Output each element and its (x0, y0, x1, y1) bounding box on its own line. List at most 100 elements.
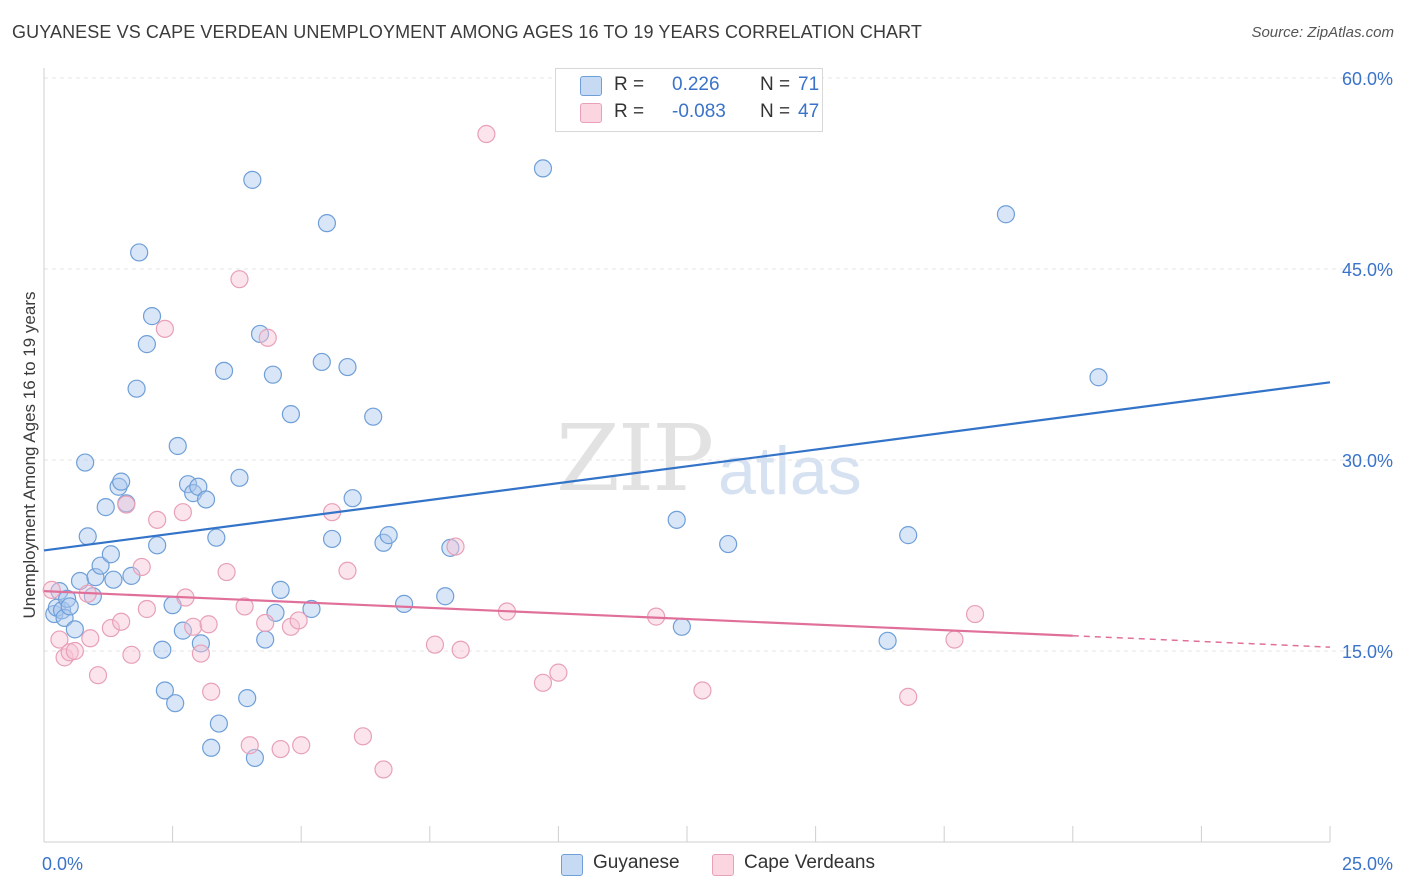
guyanese-point (148, 536, 167, 555)
y-tick-label: 60.0% (1342, 69, 1393, 89)
guyanese-point (312, 352, 331, 372)
guyanese-point (96, 498, 115, 517)
chart-title: GUYANESE VS CAPE VERDEAN UNEMPLOYMENT AM… (12, 22, 923, 42)
cape-verdean-point (292, 736, 311, 755)
guyanese-point (230, 468, 249, 487)
cape-verdean-point (477, 124, 496, 144)
cape-verdean-point (899, 687, 918, 706)
cape-verdean-point (217, 562, 236, 582)
guyanese-point (153, 640, 172, 659)
cape-verdean-trend-extension (1072, 634, 1331, 648)
cape-verdean-point (55, 648, 74, 667)
guyanese-point (173, 621, 192, 640)
cape-verdean-point (256, 613, 275, 633)
cape-verdean-point (258, 328, 277, 347)
legend-label-guyanese: Guyanese (593, 852, 680, 873)
guyanese-point (101, 545, 120, 564)
cape-verdean-point (191, 644, 210, 663)
guyanese-point (86, 568, 105, 587)
guyanese-point (322, 529, 342, 549)
guyanese-point (65, 620, 84, 639)
guyanese-point (166, 694, 185, 713)
cape-verdean-trend-line (43, 590, 1073, 637)
guyanese-point (243, 170, 262, 189)
guyanese-point (202, 738, 221, 757)
guyanese-point (394, 594, 414, 613)
guyanese-point (996, 205, 1016, 224)
guyanese-point (137, 335, 156, 354)
guyanese-point (317, 214, 337, 233)
cape-verdean-point (202, 682, 221, 701)
x-tick-label: 0.0% (42, 854, 83, 874)
cape-verdean-point (122, 645, 141, 664)
watermark-zip: ZIP (556, 405, 714, 512)
guyanese-point (209, 714, 228, 733)
guyanese-point (207, 528, 226, 547)
legend-r-label: R = (614, 74, 645, 95)
legend-r-value: 0.226 (672, 74, 720, 95)
guyanese-point (343, 489, 362, 508)
cape-verdean-point (184, 617, 203, 636)
cape-verdean-point (338, 561, 357, 580)
guyanese-point (672, 617, 691, 636)
guyanese-point (76, 453, 95, 472)
guyanese-point (214, 361, 234, 380)
guyanese-point (533, 159, 553, 178)
guyanese-point (238, 689, 257, 708)
cape-verdean-point (533, 673, 553, 692)
y-tick-label: 30.0% (1342, 451, 1393, 471)
guyanese-point (91, 556, 110, 575)
cape-verdean-point (235, 597, 254, 616)
guyanese-point (112, 472, 131, 491)
guyanese-point (130, 243, 149, 262)
guyanese-point (667, 510, 686, 529)
legend-swatch-cape-verdeans (712, 854, 734, 876)
legend-swatch-guyanese (580, 76, 602, 96)
guyanese-point (302, 599, 321, 619)
guyanese-point (281, 405, 301, 424)
cape-verdean-point (240, 736, 259, 755)
cape-verdean-point (112, 612, 131, 631)
legend-swatch-guyanese (561, 854, 583, 876)
cape-verdean-point (353, 727, 373, 746)
guyanese-point (364, 407, 383, 426)
cape-verdean-point (81, 629, 100, 648)
cape-verdean-point (289, 611, 308, 630)
cape-verdean-point (425, 635, 445, 654)
guyanese-point (1089, 368, 1108, 387)
legend-n-value: 47 (798, 101, 820, 122)
source-label: Source: ZipAtlas.com (1251, 24, 1394, 41)
guyanese-point (899, 526, 918, 545)
guyanese-point (379, 526, 398, 545)
cape-verdean-point (374, 760, 393, 779)
guyanese-point (60, 597, 79, 616)
cape-verdean-point (199, 615, 218, 634)
cape-verdean-point (155, 319, 174, 338)
cape-verdean-point (42, 580, 61, 599)
cape-verdean-point (101, 618, 120, 638)
guyanese-point (168, 436, 187, 456)
cape-verdean-point (549, 663, 568, 682)
guyanese-point (191, 634, 210, 653)
legend-n-label: N = (760, 74, 791, 95)
guyanese-point (719, 534, 738, 554)
y-tick-label: 45.0% (1342, 260, 1393, 280)
legend-label-cape-verdeans: Cape Verdeans (744, 852, 875, 873)
guyanese-point (104, 570, 123, 589)
guyanese-point (78, 527, 97, 546)
y-tick-label: 15.0% (1342, 642, 1393, 662)
cape-verdean-point (65, 641, 84, 661)
stats-legend: R = 0.226 N = 71 R = -0.083 N = 47 (555, 68, 823, 132)
legend-r-value: -0.083 (672, 101, 726, 122)
guyanese-point (55, 608, 74, 627)
guyanese-point (256, 630, 275, 649)
cape-verdean-point (148, 510, 167, 529)
cape-verdean-point (50, 630, 69, 649)
guyanese-point (436, 587, 455, 606)
cape-verdean-point (137, 599, 156, 619)
legend-r-label: R = (614, 101, 645, 122)
cape-verdean-point (965, 604, 985, 624)
legend-swatch-cape-verdeans (580, 103, 602, 123)
cape-verdean-point (117, 495, 136, 514)
guyanese-point (109, 477, 128, 496)
